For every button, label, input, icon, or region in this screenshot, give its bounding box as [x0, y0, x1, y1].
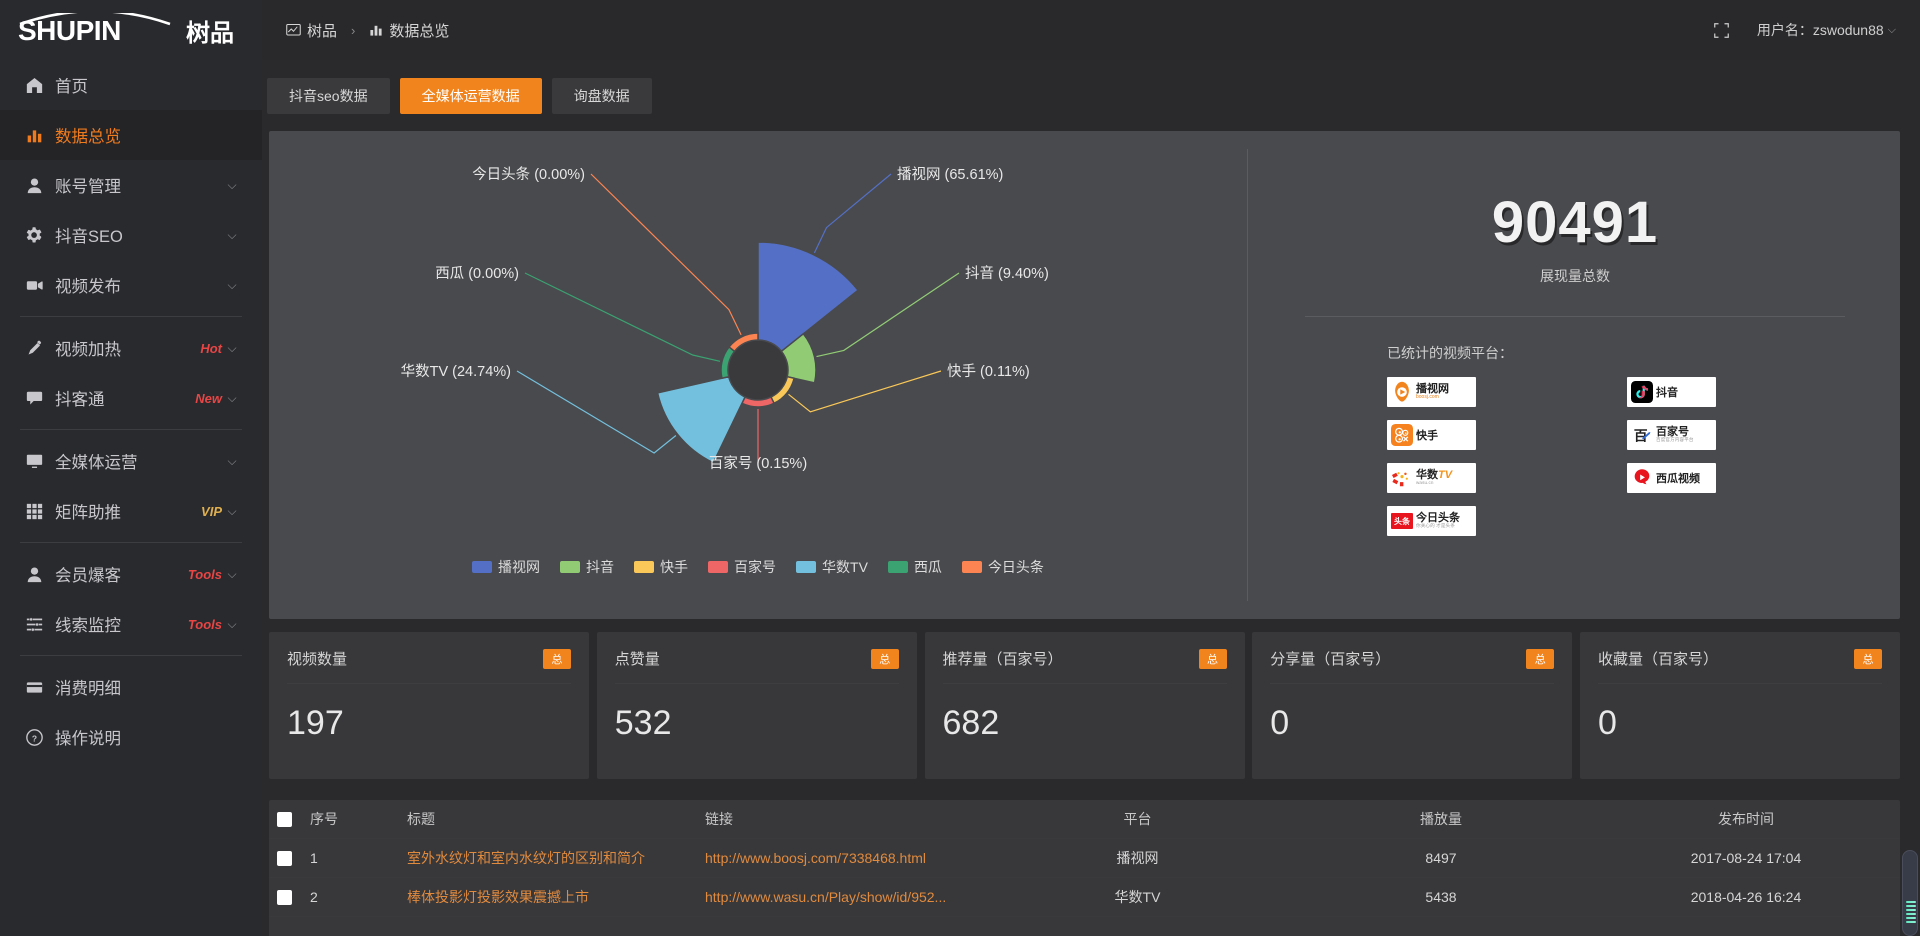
- svg-text:今日头条 (0.00%): 今日头条 (0.00%): [472, 166, 585, 183]
- svg-text:树品: 树品: [186, 20, 234, 47]
- svg-text:播视网 (65.61%): 播视网 (65.61%): [897, 166, 1003, 183]
- svg-text:华数TV (24.74%): 华数TV (24.74%): [401, 363, 511, 380]
- svg-text:抖音 (9.40%): 抖音 (9.40%): [965, 265, 1049, 282]
- svg-text:快手 (0.11%): 快手 (0.11%): [947, 363, 1030, 380]
- svg-text:百家号 (0.15%): 百家号 (0.15%): [709, 455, 807, 472]
- svg-text:?: ?: [31, 733, 36, 743]
- svg-text:西瓜 (0.00%): 西瓜 (0.00%): [435, 266, 519, 282]
